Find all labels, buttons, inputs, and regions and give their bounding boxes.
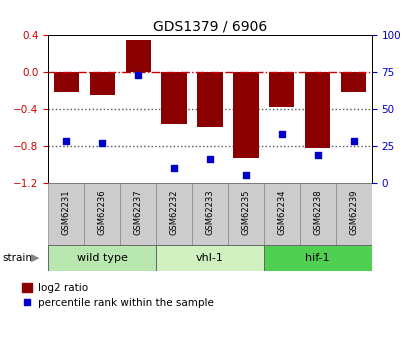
Bar [305,72,331,148]
Text: GSM62233: GSM62233 [205,190,215,236]
Point [243,172,249,178]
Bar [126,40,151,72]
Bar [156,245,264,271]
Text: ▶: ▶ [31,253,39,263]
Text: hif-1: hif-1 [305,253,330,263]
Bar [269,72,294,107]
Bar [197,72,223,127]
Bar [54,72,79,92]
Bar [120,183,156,245]
Bar [300,183,336,245]
Text: GSM62237: GSM62237 [134,190,143,236]
Bar [156,183,192,245]
Bar [48,245,156,271]
Point [171,165,177,171]
Point [350,139,357,144]
Bar [89,72,115,95]
Point [135,72,142,77]
Bar [228,183,264,245]
Text: GSM62236: GSM62236 [98,190,107,236]
Text: GSM62235: GSM62235 [241,190,250,235]
Bar [48,183,84,245]
Text: GSM62232: GSM62232 [170,190,178,235]
Bar [192,183,228,245]
Point [207,156,213,162]
Bar [234,72,259,158]
Text: GSM62238: GSM62238 [313,190,322,236]
Text: wild type: wild type [77,253,128,263]
Point [63,139,70,144]
Point [278,131,285,137]
Text: vhl-1: vhl-1 [196,253,224,263]
Legend: log2 ratio, percentile rank within the sample: log2 ratio, percentile rank within the s… [22,283,213,308]
Bar [264,183,300,245]
Point [315,152,321,157]
Text: strain: strain [2,253,32,263]
Title: GDS1379 / 6906: GDS1379 / 6906 [153,19,267,33]
Bar [336,183,372,245]
Text: GSM62234: GSM62234 [277,190,286,235]
Bar [341,72,366,92]
Bar [264,245,372,271]
Text: GSM62239: GSM62239 [349,190,358,235]
Bar [84,183,120,245]
Bar [162,72,186,124]
Text: GSM62231: GSM62231 [62,190,71,235]
Point [99,140,105,146]
